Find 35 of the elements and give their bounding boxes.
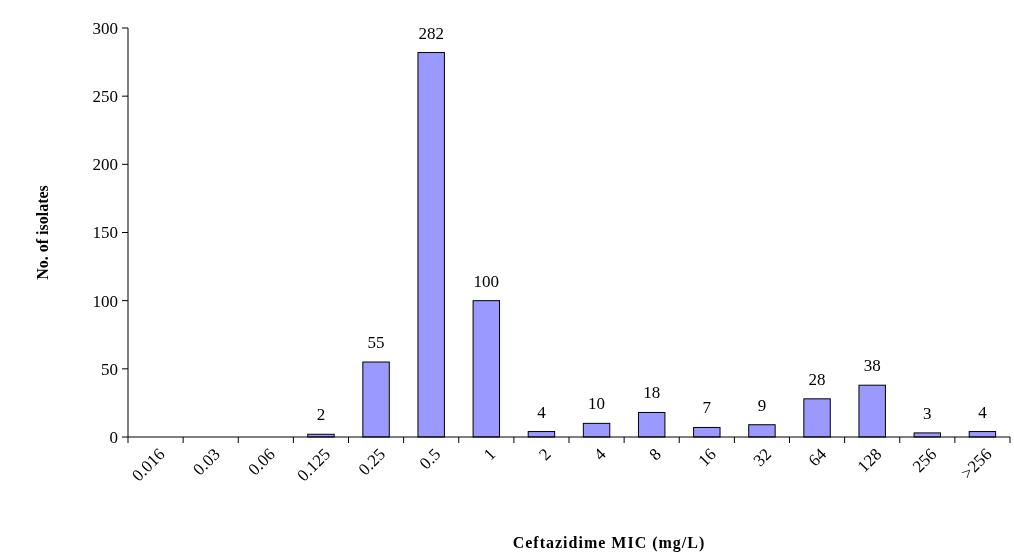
x-axis-title: Ceftazidime MIC (mg/L) bbox=[512, 534, 706, 552]
x-tick-label: 4 bbox=[590, 444, 610, 465]
y-tick-label: 150 bbox=[92, 223, 118, 243]
x-tick-label: 256 bbox=[908, 444, 941, 477]
data-label: 7 bbox=[702, 398, 712, 418]
y-tick-label: 300 bbox=[92, 18, 118, 38]
data-label: 28 bbox=[808, 369, 826, 389]
data-label: 282 bbox=[418, 23, 444, 43]
data-label: 4 bbox=[978, 402, 988, 422]
data-label: 3 bbox=[923, 403, 932, 423]
y-axis-title: No. of isolates bbox=[34, 185, 51, 280]
x-tick-label: 16 bbox=[694, 444, 720, 471]
data-label: 55 bbox=[367, 333, 385, 353]
x-tick-label: 0.25 bbox=[354, 444, 390, 480]
y-tick-label: 50 bbox=[101, 359, 118, 379]
y-tick-label: 100 bbox=[92, 291, 118, 311]
x-tick-label: 128 bbox=[853, 444, 886, 477]
x-tick-label: 32 bbox=[749, 444, 775, 471]
x-tick-label: 0.06 bbox=[244, 444, 279, 480]
data-label: 9 bbox=[757, 395, 767, 415]
y-tick-label: 250 bbox=[92, 87, 118, 107]
data-label: 38 bbox=[863, 356, 881, 376]
x-tick-label: 2 bbox=[535, 444, 555, 465]
data-label: 2 bbox=[316, 405, 326, 425]
x-tick-label: 8 bbox=[645, 444, 665, 465]
data-label: 100 bbox=[473, 271, 500, 291]
data-label: 10 bbox=[588, 394, 606, 414]
data-label: 4 bbox=[537, 402, 547, 422]
x-tick-label: 1 bbox=[479, 444, 500, 465]
x-tick-label: 0.03 bbox=[189, 444, 224, 480]
y-tick-label: 200 bbox=[92, 155, 118, 175]
data-label: 18 bbox=[643, 383, 661, 403]
x-tick-label: 0.5 bbox=[415, 444, 445, 474]
x-tick-label: 64 bbox=[804, 444, 831, 471]
y-tick-label: 0 bbox=[109, 427, 118, 447]
